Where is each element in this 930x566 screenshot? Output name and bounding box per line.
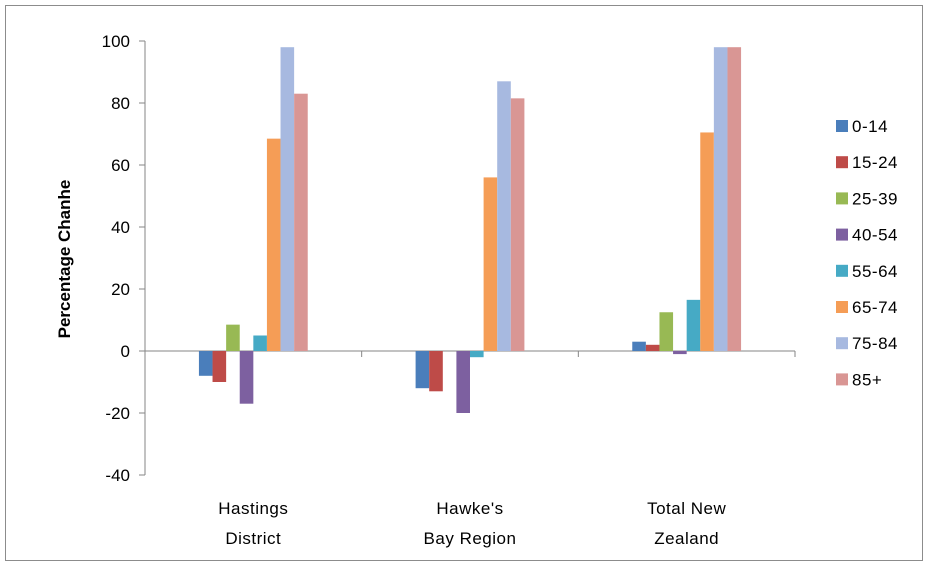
legend-swatch xyxy=(836,192,848,205)
legend-label: 85+ xyxy=(852,370,882,389)
category-label: Bay Region xyxy=(424,529,517,548)
bar-0-14 xyxy=(415,351,430,389)
bar-75-84 xyxy=(497,81,511,352)
bar-15-24 xyxy=(429,351,443,392)
legend-swatch xyxy=(836,337,848,350)
legend-label: 55-64 xyxy=(852,262,898,281)
legend-label: 75-84 xyxy=(852,334,898,353)
bar-40-54 xyxy=(239,351,254,404)
bar-65-74 xyxy=(700,132,714,351)
bar-55-64 xyxy=(470,351,484,358)
bar-0-14 xyxy=(632,341,646,351)
y-tick-label: 20 xyxy=(111,280,130,299)
y-axis-title: Percentage Chanhe xyxy=(55,180,74,339)
bar-65-74 xyxy=(266,138,281,351)
bar-55-64 xyxy=(686,299,701,351)
category-label: Zealand xyxy=(654,529,719,548)
y-tick-label: -20 xyxy=(105,404,130,423)
y-tick-label: 40 xyxy=(111,218,130,237)
axis-labels: -40 -20 0 20 40 60 80 100 Hastings District Hawke'… xyxy=(102,32,726,548)
bar-85+ xyxy=(510,98,525,351)
bar-0-14 xyxy=(198,351,213,376)
bar-15-24 xyxy=(212,351,227,382)
bar-15-24 xyxy=(645,344,660,351)
bars xyxy=(198,47,742,413)
legend-label: 15-24 xyxy=(852,153,898,172)
legend-label: 65-74 xyxy=(852,298,898,317)
legend-swatch xyxy=(836,228,848,241)
legend-swatch xyxy=(836,301,848,313)
legend-label: 40-54 xyxy=(852,226,898,245)
bar-40-54 xyxy=(456,351,470,413)
bar-65-74 xyxy=(483,177,498,351)
y-tick-label: -40 xyxy=(105,466,130,485)
category-label: Hawke's xyxy=(436,499,503,518)
bar-85+ xyxy=(727,47,742,351)
legend-swatch xyxy=(836,373,848,386)
chart-frame xyxy=(5,5,923,561)
bar-85+ xyxy=(294,93,308,351)
bar-75-84 xyxy=(280,47,295,351)
bar-25-39 xyxy=(226,324,240,351)
y-tick-label: 60 xyxy=(111,156,130,175)
legend-swatch xyxy=(836,264,848,277)
legend-swatch xyxy=(836,156,848,169)
y-tick-label: 0 xyxy=(121,342,130,361)
legend-label: 25-39 xyxy=(852,189,898,208)
y-tick-label: 80 xyxy=(111,94,130,113)
category-label: District xyxy=(225,529,281,548)
category-label: Hastings xyxy=(218,499,288,518)
legend-label: 0-14 xyxy=(852,117,888,136)
bar-55-64 xyxy=(253,335,267,351)
y-tick-label: 100 xyxy=(102,32,130,51)
bar-25-39 xyxy=(659,312,674,351)
bar-75-84 xyxy=(713,47,728,351)
legend-swatch xyxy=(836,120,848,132)
bar-40-54 xyxy=(673,351,687,355)
category-label: Total New xyxy=(647,499,726,518)
legend: 0-14 15-24 25-39 40-54 55-64 65-74 75-84 85+ xyxy=(836,117,898,389)
